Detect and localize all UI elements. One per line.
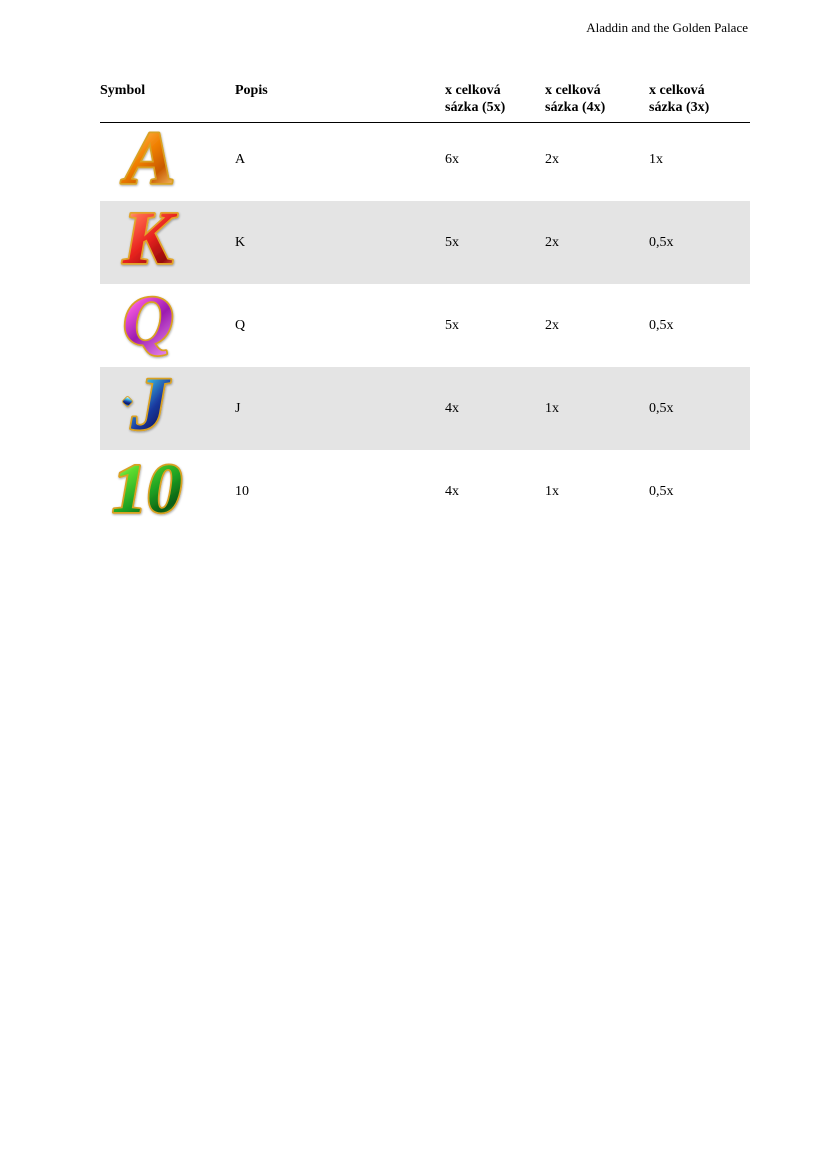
svg-text:A: A — [121, 120, 175, 200]
svg-text:Q: Q — [123, 286, 174, 360]
svg-text:K: K — [122, 203, 178, 280]
svg-text:J: J — [130, 369, 171, 446]
svg-text:10: 10 — [112, 452, 182, 528]
